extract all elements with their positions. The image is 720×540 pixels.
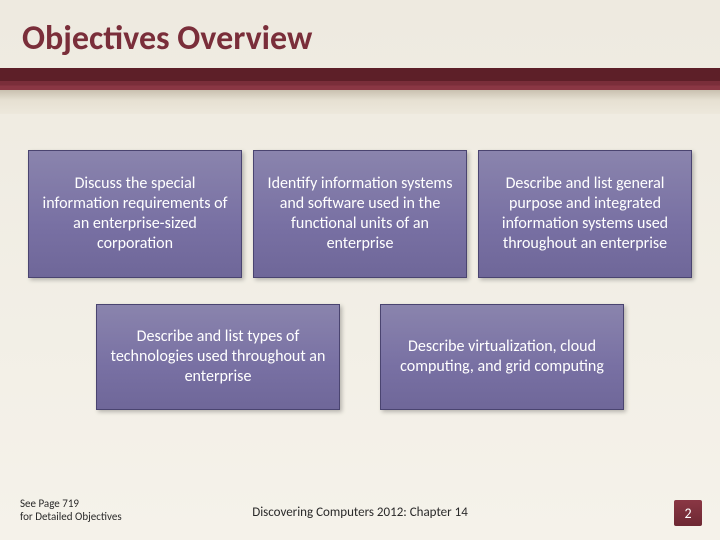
objectives-row-1: Discuss the special information requirem…	[28, 150, 692, 278]
slide: Objectives Overview Discuss the special …	[0, 0, 720, 540]
accent-bar	[0, 68, 720, 114]
objective-box: Identify information systems and softwar…	[253, 150, 467, 278]
footer-center: Discovering Computers 2012: Chapter 14	[0, 505, 720, 520]
objectives-row-2: Describe and list types of technologies …	[28, 304, 692, 410]
objective-boxes: Discuss the special information requirem…	[28, 150, 692, 436]
slide-title: Objectives Overview	[0, 0, 720, 59]
page-number: 2	[674, 500, 702, 526]
objective-box: Discuss the special information requirem…	[28, 150, 242, 278]
objective-box: Describe virtualization, cloud computing…	[380, 304, 624, 410]
objective-box: Describe and list general purpose and in…	[478, 150, 692, 278]
objective-box: Describe and list types of technologies …	[96, 304, 340, 410]
